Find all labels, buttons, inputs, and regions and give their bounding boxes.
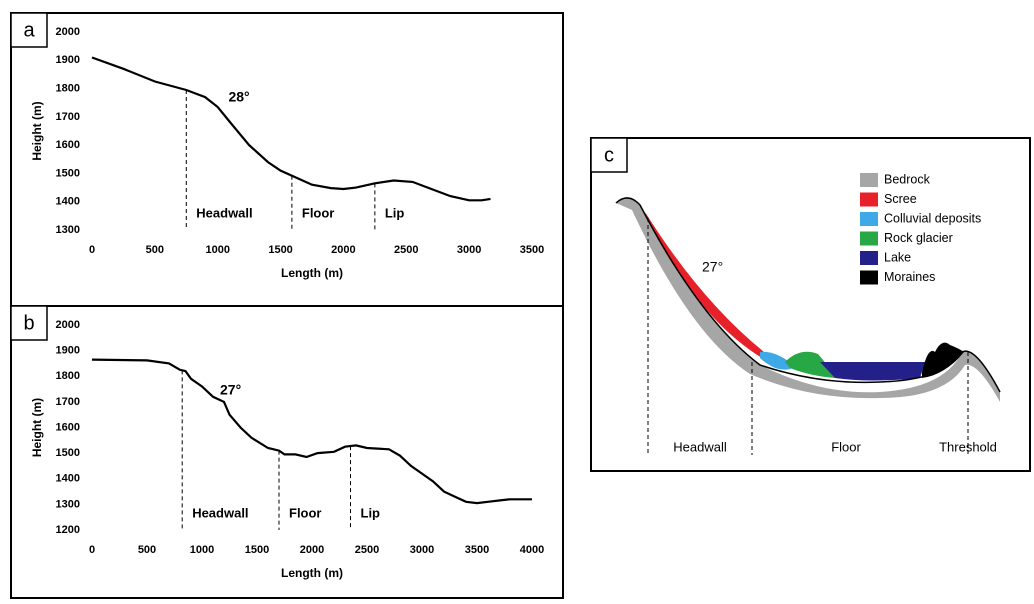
y-tick-label: 1700 xyxy=(56,396,80,408)
x-tick-label: 1500 xyxy=(268,244,292,256)
y-tick-label: 2000 xyxy=(56,319,80,331)
colluvial xyxy=(760,351,795,370)
x-tick-label: 3000 xyxy=(457,244,481,256)
y-tick-label: 1600 xyxy=(56,421,80,433)
x-tick-label: 2000 xyxy=(300,544,324,556)
region-label: Lip xyxy=(361,505,381,520)
y-axis-label: Height (m) xyxy=(30,101,44,160)
zone-label: Threshold xyxy=(939,439,997,454)
moraine xyxy=(922,342,964,378)
panel-frame xyxy=(10,12,564,307)
legend-swatch xyxy=(860,192,878,207)
y-tick-label: 1300 xyxy=(56,224,80,236)
legend-label: Rock glacier xyxy=(884,231,953,245)
region-label: Lip xyxy=(385,205,405,220)
y-tick-label: 1500 xyxy=(56,447,80,459)
panel-label: b xyxy=(23,312,34,334)
region-label: Headwall xyxy=(192,505,248,520)
x-tick-label: 1000 xyxy=(190,544,214,556)
x-tick-label: 2500 xyxy=(394,244,418,256)
x-tick-label: 500 xyxy=(138,544,156,556)
x-tick-label: 0 xyxy=(89,544,95,556)
panel-label-box xyxy=(590,137,628,173)
region-label: Floor xyxy=(289,505,322,520)
y-tick-label: 1400 xyxy=(56,473,80,485)
profile-line xyxy=(91,56,491,202)
y-tick-label: 1400 xyxy=(56,196,80,208)
y-tick-label: 1300 xyxy=(56,498,80,510)
panel-label: c xyxy=(604,144,614,166)
x-tick-label: 1500 xyxy=(245,544,269,556)
y-tick-label: 1200 xyxy=(56,524,80,536)
x-tick-label: 1000 xyxy=(205,244,229,256)
legend-swatch xyxy=(860,270,878,285)
y-tick-label: 1900 xyxy=(56,54,80,66)
angle-label: 27° xyxy=(702,259,723,275)
x-tick-label: 3500 xyxy=(465,544,489,556)
bedrock xyxy=(616,197,1000,402)
legend-label: Colluvial deposits xyxy=(884,211,981,225)
rock-glacier xyxy=(785,351,835,378)
legend-label: Bedrock xyxy=(884,172,931,186)
angle-label: 28° xyxy=(228,89,249,105)
x-tick-label: 4000 xyxy=(520,544,544,556)
profile-line xyxy=(91,358,532,505)
x-tick-label: 500 xyxy=(146,244,164,256)
x-tick-label: 3000 xyxy=(410,544,434,556)
angle-label: 27° xyxy=(220,382,241,398)
surface-line xyxy=(615,197,1001,393)
diagram: c 27° Headwall Floor Threshold xyxy=(590,137,1001,455)
panel-label: a xyxy=(23,19,35,41)
legend-swatch xyxy=(860,212,878,226)
legend-swatch xyxy=(860,173,878,187)
zone-label: Headwall xyxy=(673,439,727,454)
panel-frame xyxy=(590,137,1031,472)
y-tick-label: 1800 xyxy=(56,370,80,382)
legend-label: Moraines xyxy=(884,270,935,284)
x-tick-label: 2000 xyxy=(331,244,355,256)
x-tick-label: 3500 xyxy=(520,244,544,256)
y-tick-label: 1500 xyxy=(56,167,80,179)
legend-label: Lake xyxy=(884,250,911,264)
x-tick-label: 0 xyxy=(89,244,95,256)
region-label: Floor xyxy=(302,205,335,220)
legend-label: Scree xyxy=(884,192,917,206)
y-tick-label: 1900 xyxy=(56,345,80,357)
panel-frame xyxy=(10,305,564,599)
y-tick-label: 1800 xyxy=(56,82,80,94)
scree xyxy=(645,212,767,359)
y-tick-label: 1600 xyxy=(56,139,80,151)
legend-swatch xyxy=(860,251,878,265)
panel-label-box xyxy=(10,305,48,341)
panel-label-box xyxy=(10,12,48,48)
x-axis-label: Length (m) xyxy=(281,266,343,280)
x-axis-label: Length (m) xyxy=(281,566,343,580)
legend-swatch xyxy=(860,231,878,246)
zone-label: Floor xyxy=(831,439,861,454)
x-tick-label: 2500 xyxy=(355,544,379,556)
y-tick-label: 1700 xyxy=(56,111,80,123)
y-tick-label: 2000 xyxy=(56,26,80,38)
y-axis-label: Height (m) xyxy=(30,398,44,457)
lake xyxy=(820,362,925,381)
region-label: Headwall xyxy=(196,205,252,220)
